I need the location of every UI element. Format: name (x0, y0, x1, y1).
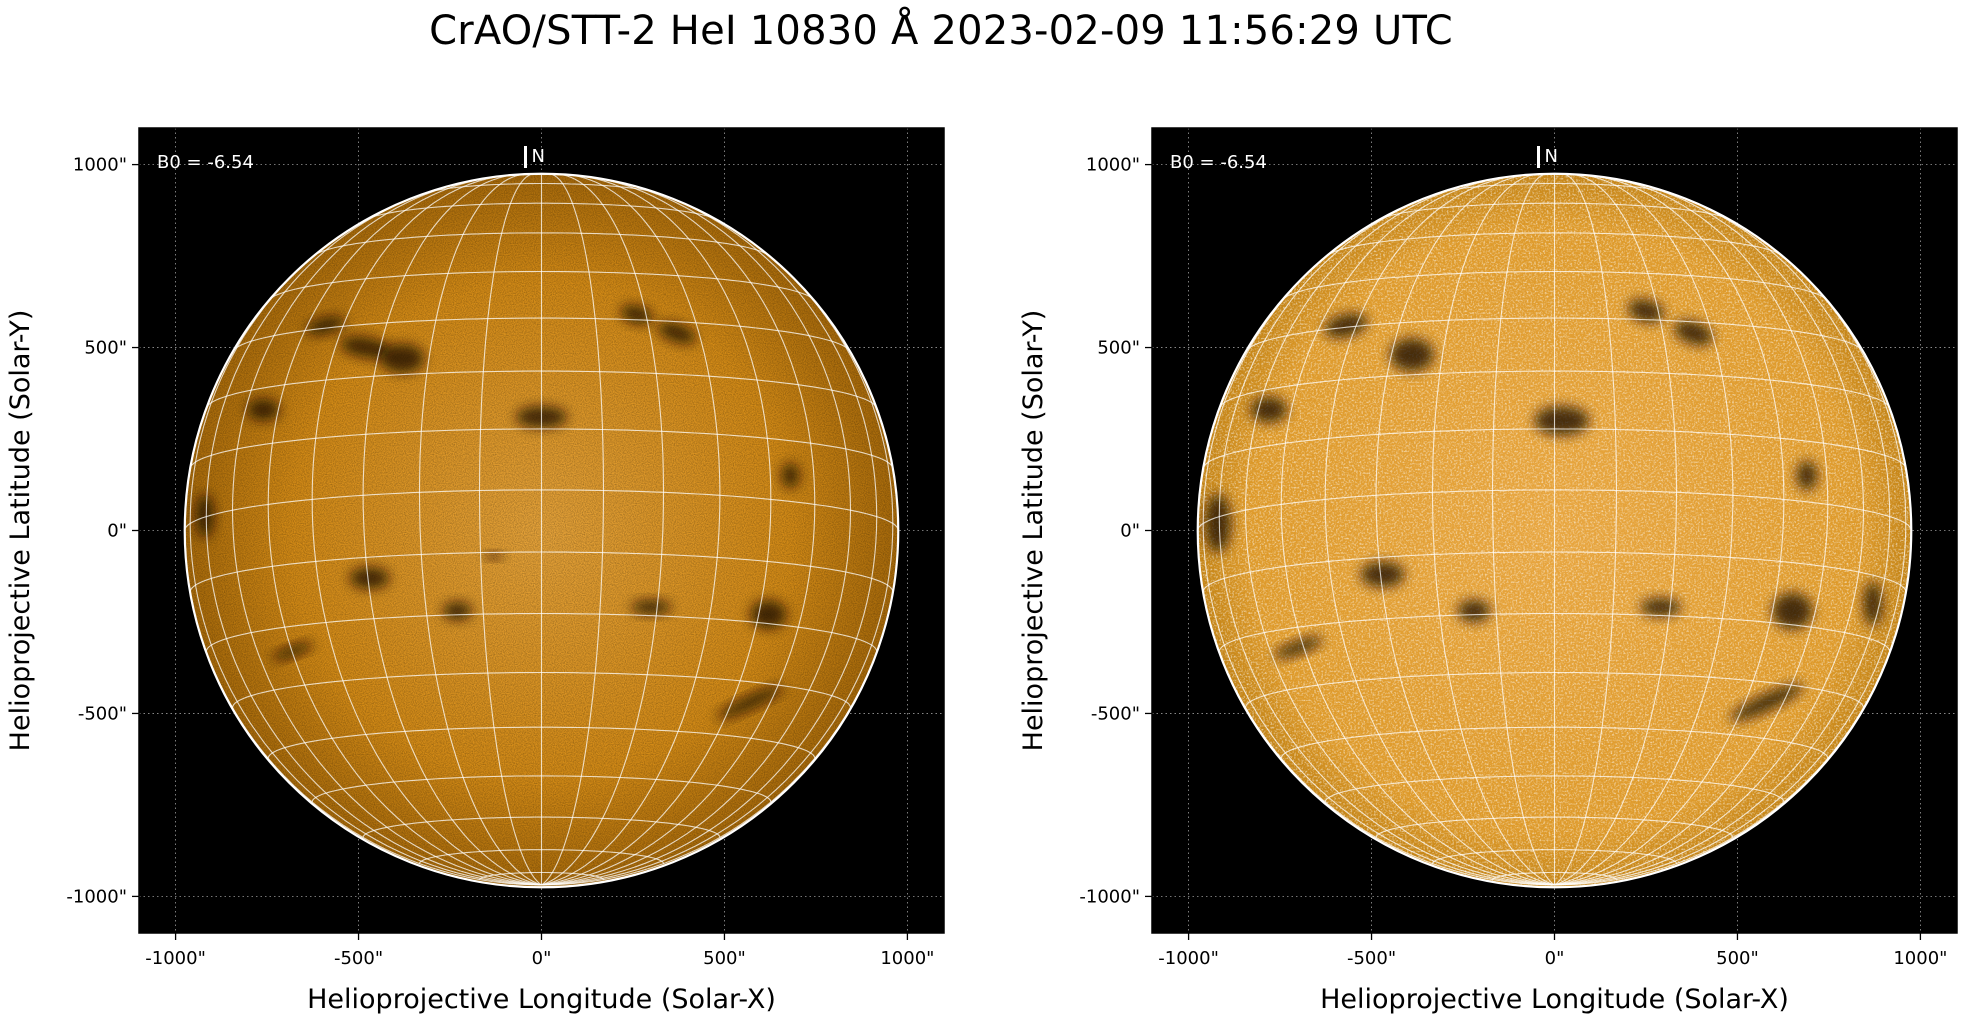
dark-feature (631, 600, 672, 615)
grid-line (1324, 175, 1555, 886)
grid-line (1554, 177, 1829, 886)
grid-line (541, 175, 772, 886)
dark-feature (1324, 313, 1368, 338)
x-tick-label: 1000" (1893, 948, 1947, 969)
dark-feature (1457, 600, 1491, 622)
grid-line (418, 173, 542, 886)
b0-label: B0 = -6.54 (157, 152, 254, 173)
grid-line (1280, 177, 1555, 886)
grid-line (478, 173, 542, 886)
y-tick-label: 0" (107, 521, 127, 542)
grid-line (267, 177, 542, 886)
dark-feature (1772, 592, 1813, 630)
x-axis-label: Helioprojective Longitude (Solar-X) (1320, 984, 1789, 1015)
b0-label: B0 = -6.54 (1170, 152, 1267, 173)
dark-feature (349, 567, 390, 590)
y-tick-label: 1000" (1086, 155, 1140, 176)
heliographic-grid (184, 173, 899, 886)
grid-line (311, 175, 542, 886)
grid-line (205, 192, 542, 886)
grid-line (1202, 232, 1555, 886)
dark-feature (1863, 581, 1882, 626)
dark-feature (380, 343, 425, 374)
y-tick-label: 500" (1097, 338, 1140, 359)
dark-feature (1205, 493, 1231, 553)
grid-line (1554, 173, 1678, 886)
panel-left: B0 = -6.54 N -1000" -500" 0" 500" 1000" 1000" 50… (5, 127, 945, 1015)
solar-disk (184, 173, 899, 888)
grid-line (1491, 173, 1555, 886)
dark-feature (306, 316, 346, 335)
dark-feature (1796, 460, 1818, 491)
dark-feature (246, 398, 280, 421)
dark-feature (484, 552, 504, 560)
grid-line (541, 173, 605, 886)
grid-line (541, 177, 816, 886)
dark-feature (716, 685, 784, 720)
y-tick-label: 500" (84, 338, 127, 359)
dark-feature (442, 601, 472, 621)
dark-feature (1640, 598, 1681, 617)
x-tick-label: 0" (1545, 948, 1565, 969)
grid-line (1554, 232, 1907, 886)
x-tick-label: 500" (703, 948, 746, 969)
grid-line (1554, 192, 1891, 886)
grid-line (1554, 174, 1734, 886)
grid-line (1554, 181, 1865, 886)
grid-line (362, 174, 542, 886)
heliographic-grid (1197, 173, 1912, 886)
x-tick-label: 500" (1716, 948, 1759, 969)
dark-feature (1674, 320, 1713, 346)
panel-right: B0 = -6.54 N -1000" -500" 0" 500" 1000" 1000" 50… (1018, 127, 1958, 1015)
x-tick-label: -500" (1347, 948, 1396, 969)
dark-feature (1534, 406, 1590, 436)
grid-line (541, 173, 665, 886)
y-axis-label: Helioprojective Latitude (Solar-Y) (1018, 310, 1049, 752)
solar-limb (183, 172, 900, 889)
x-tick-label: -500" (334, 948, 383, 969)
solar-limb (1196, 172, 1913, 889)
dark-feature (781, 462, 800, 489)
dark-feature (1628, 299, 1664, 323)
x-tick-label: -1000" (1158, 948, 1219, 969)
dark-feature (1389, 338, 1434, 372)
y-tick-label: -1000" (1079, 886, 1140, 907)
x-tick-label: -1000" (145, 948, 206, 969)
y-tick-label: 0" (1120, 521, 1140, 542)
grid-line (541, 181, 852, 886)
grid-line (541, 232, 894, 886)
x-tick-label: 0" (532, 948, 552, 969)
y-axis-label: Helioprojective Latitude (Solar-Y) (5, 310, 36, 752)
dark-feature (1274, 636, 1323, 659)
dark-feature (195, 493, 215, 538)
grid-line (1554, 173, 1618, 886)
grid-line (231, 181, 542, 886)
solar-disk (1197, 173, 1912, 888)
dark-feature (1730, 683, 1804, 721)
dark-feature (1360, 561, 1405, 588)
north-label: N (532, 146, 545, 167)
x-axis-label: Helioprojective Longitude (Solar-X) (307, 984, 776, 1015)
y-tick-label: -500" (1091, 703, 1140, 724)
grid-line (1375, 174, 1555, 886)
dark-feature (750, 600, 787, 630)
x-tick-label: 1000" (880, 948, 934, 969)
north-label: N (1545, 146, 1558, 167)
grid-line (189, 232, 542, 886)
y-tick-label: -500" (78, 703, 127, 724)
grid-line (541, 174, 721, 886)
grid-line (1244, 181, 1555, 886)
dark-feature (271, 642, 314, 661)
figure-title: CrAO/STT-2 HeI 10830 Å 2023-02-09 11:56:… (429, 8, 1453, 54)
y-tick-label: -1000" (66, 886, 127, 907)
grid-line (1554, 175, 1785, 886)
dark-feature (657, 321, 697, 344)
grid-line (1218, 192, 1555, 886)
grid-line (541, 192, 878, 886)
y-tick-label: 1000" (73, 155, 127, 176)
grid-line (1431, 173, 1555, 886)
